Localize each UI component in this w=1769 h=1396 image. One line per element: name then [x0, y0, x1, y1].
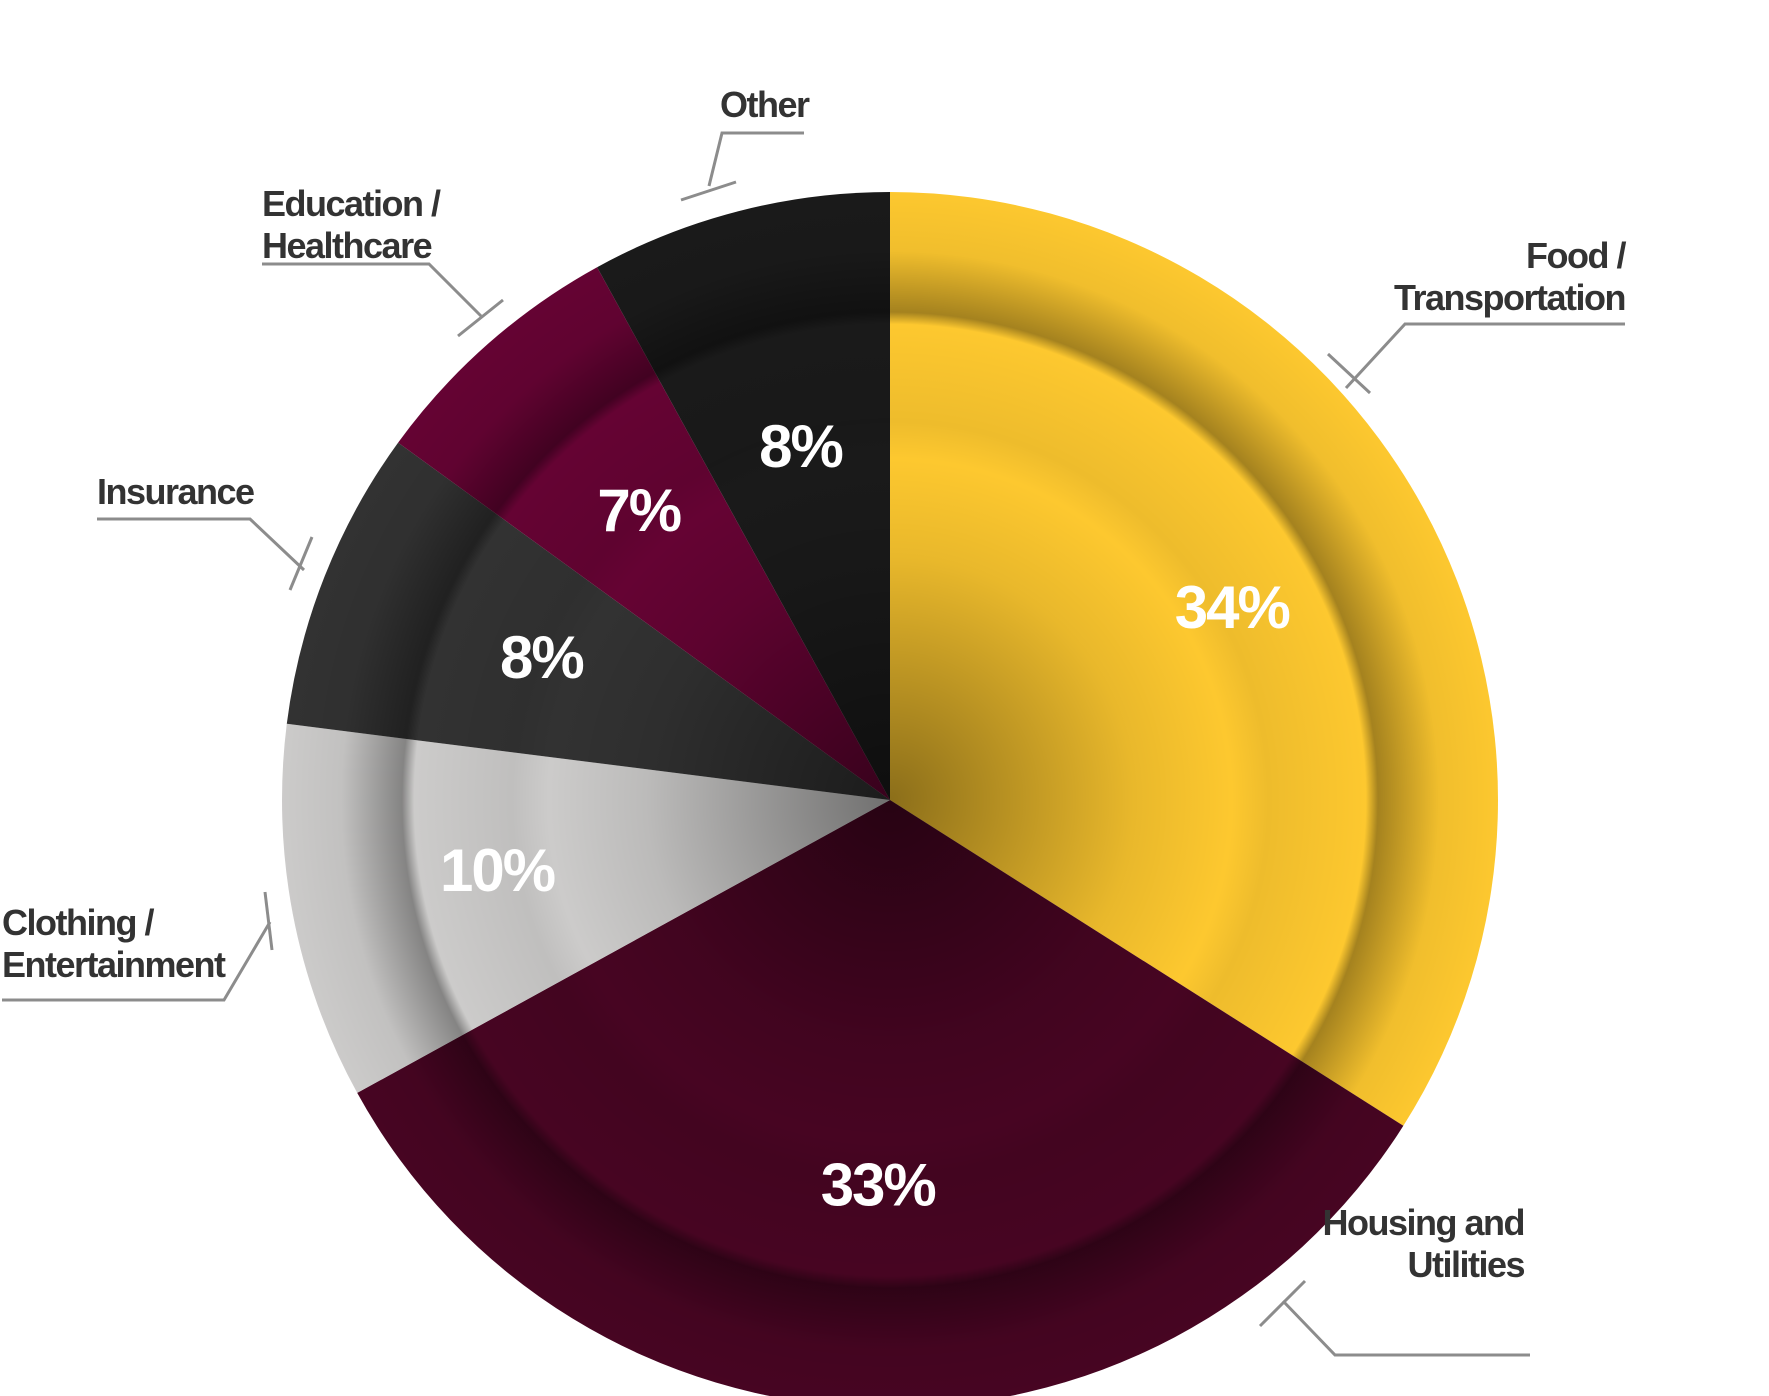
leader-line-food-transportation: [1344, 322, 1625, 390]
category-label-line: Entertainment: [2, 944, 226, 985]
category-label-food-transportation: Food / Transportation: [1394, 235, 1627, 318]
leader-tick-other: [680, 180, 737, 202]
leader-line-housing-and-utilities: [1281, 1299, 1530, 1357]
category-label-line: Clothing /: [2, 902, 154, 943]
category-label-education-healthcare: Education / Healthcare: [262, 183, 441, 266]
category-label-line: Utilities: [1407, 1244, 1524, 1285]
value-label-housing-and-utilities: 33%: [821, 1152, 936, 1219]
leader-tick-education-healthcare: [457, 298, 504, 338]
category-label-line: Food /: [1526, 235, 1626, 276]
value-label-clothing-entertainment: 10%: [440, 837, 555, 904]
leader-lines: [2, 131, 1625, 1357]
leader-tick-housing-and-utilities: [1258, 1279, 1307, 1328]
leader-line-insurance: [97, 517, 306, 572]
category-label-line: Transportation: [1394, 277, 1625, 318]
category-label-line: Education /: [262, 183, 441, 224]
category-label-line: Housing and: [1323, 1202, 1525, 1243]
category-label-clothing-entertainment: Clothing / Entertainment: [2, 902, 226, 985]
category-label-line: Other: [720, 84, 810, 125]
leader-tick-insurance: [288, 536, 314, 591]
leader-line-other: [707, 131, 804, 187]
value-label-education-healthcare: 7%: [597, 477, 680, 544]
category-label-line: Insurance: [97, 471, 254, 512]
leader-tick-food-transportation: [1326, 352, 1372, 395]
value-label-insurance: 8%: [500, 624, 583, 691]
category-label-housing-and-utilities: Housing and Utilities: [1323, 1202, 1525, 1285]
value-label-other: 8%: [759, 413, 842, 480]
value-label-food-transportation: 34%: [1175, 574, 1290, 641]
ring-shading: [282, 192, 1498, 1396]
category-label-other: Other: [720, 84, 810, 125]
value-labels: 34% 33% 10% 8% 7% 8%: [440, 413, 1291, 1219]
category-labels: Food / Transportation Housing and Utilities…: [2, 84, 1628, 1285]
leader-tick-clothing-entertainment: [263, 891, 274, 951]
leader-line-education-healthcare: [262, 262, 483, 318]
leader-line-clothing-entertainment: [2, 921, 272, 1002]
category-label-insurance: Insurance: [97, 471, 254, 512]
category-label-line: Healthcare: [262, 225, 432, 266]
